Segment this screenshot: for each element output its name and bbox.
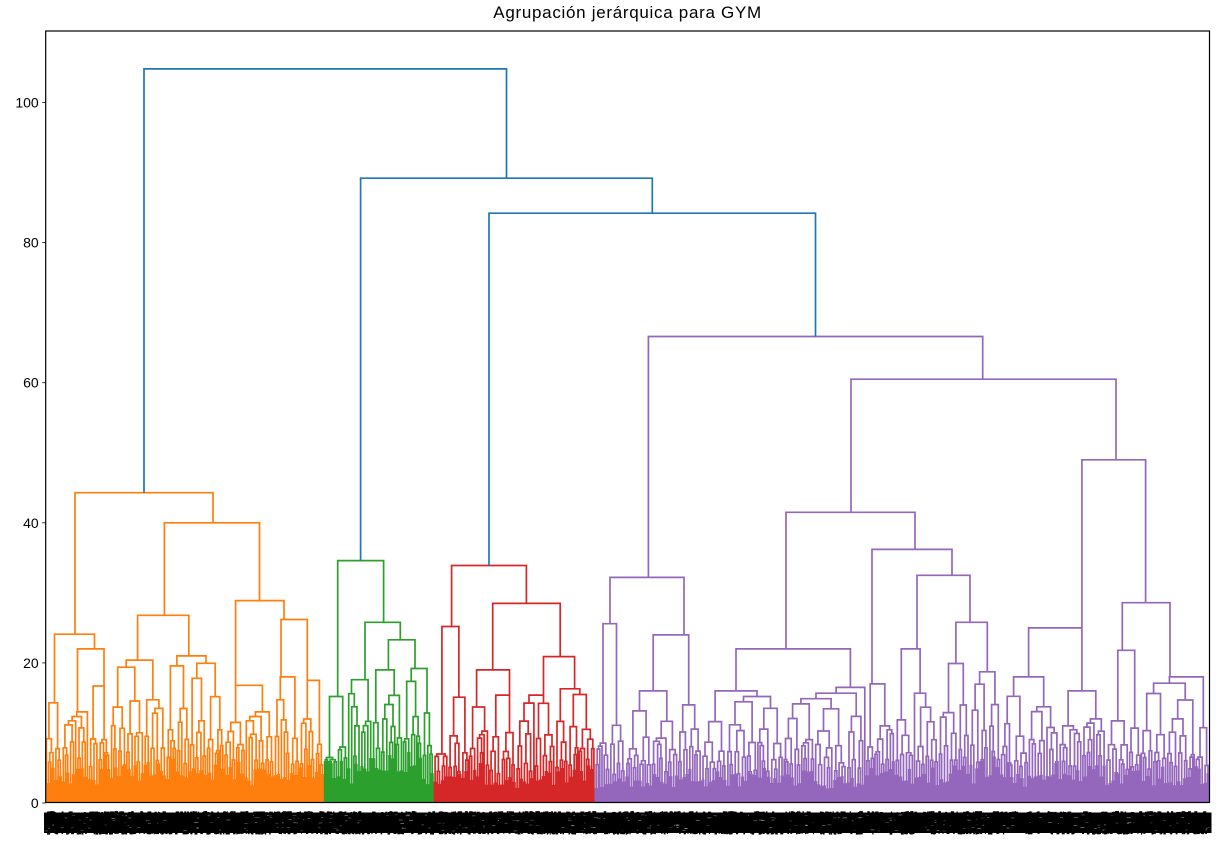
svg-text:20: 20 [23, 655, 39, 671]
svg-text:80: 80 [23, 235, 39, 251]
svg-text:40: 40 [23, 515, 39, 531]
svg-text:Agrupación jerárquica para GYM: Agrupación jerárquica para GYM [493, 3, 762, 22]
svg-text:0: 0 [31, 795, 39, 811]
svg-text:60: 60 [23, 375, 39, 391]
svg-text:100: 100 [15, 95, 39, 111]
